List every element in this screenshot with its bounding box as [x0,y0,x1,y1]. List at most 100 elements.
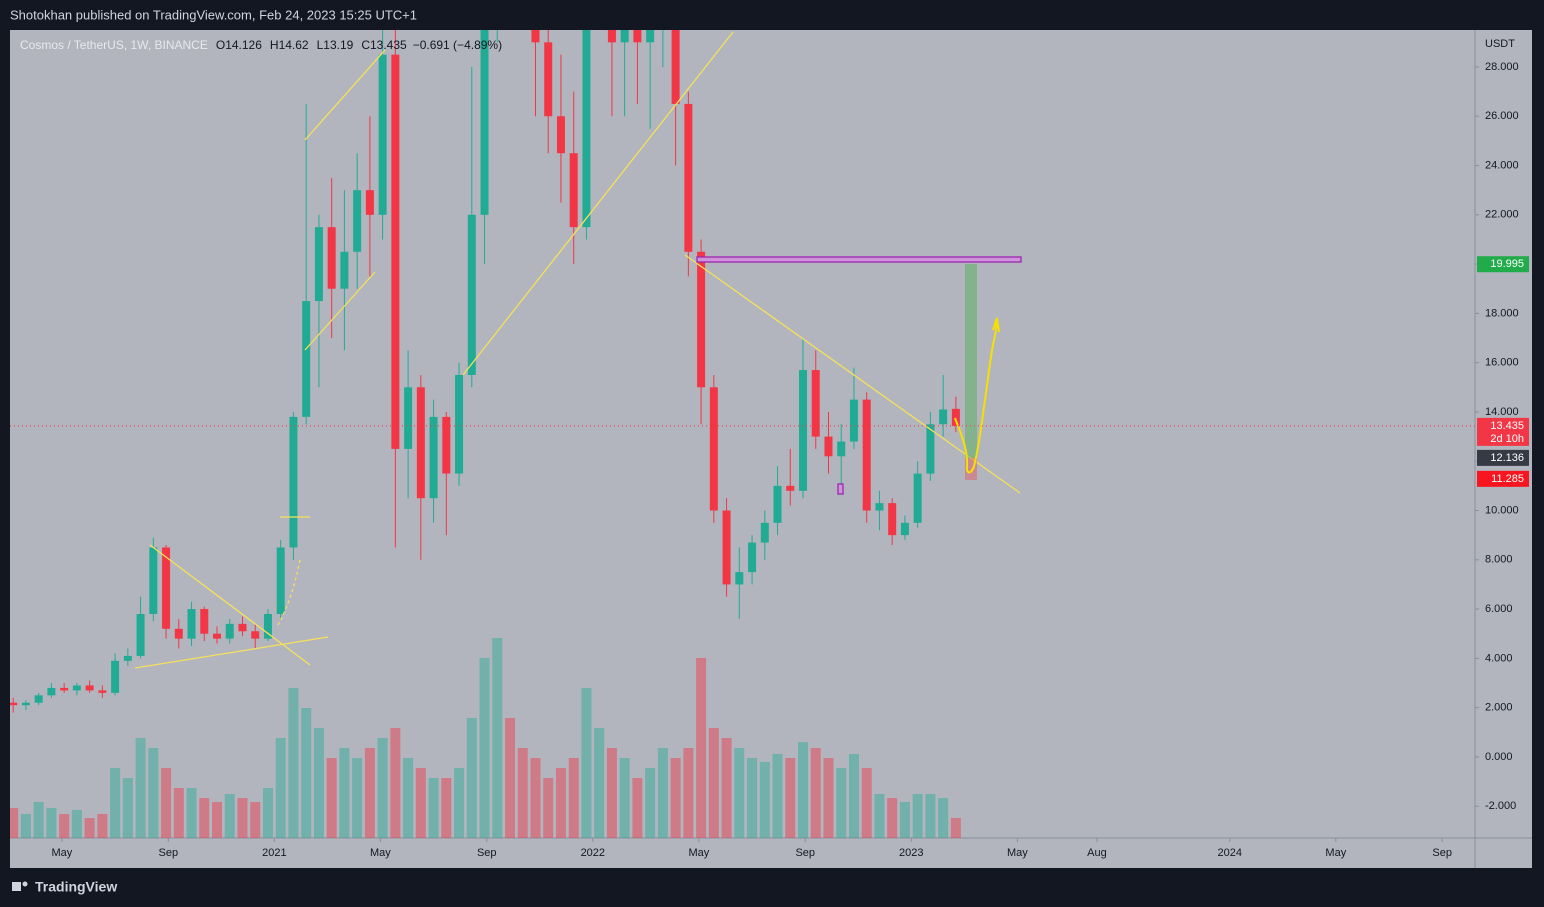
volume-bar [785,758,796,838]
volume-bar [708,728,719,838]
candle-body [263,614,272,639]
candle-body [811,370,820,437]
y-tick-label: 6.000 [1485,603,1513,615]
candle-body [149,547,158,615]
volume-bar [747,758,758,838]
candle-body [416,387,425,499]
candle-body [174,628,183,639]
y-tick-label: 4.000 [1485,652,1513,664]
target-box [965,264,977,458]
volume-bar [403,758,414,838]
candle-body [837,441,846,457]
x-tick-label: May [688,847,709,859]
candle-body [939,409,948,425]
volume-bar [530,758,541,838]
y-tick-label: 18.000 [1485,307,1519,319]
candle-body [98,690,107,693]
legend-value: 13.19 [323,38,353,52]
x-tick-label: 2024 [1218,847,1242,859]
trend-line [149,544,311,666]
candle-body [849,399,858,442]
volume-bar [594,728,605,838]
y-tick-label: 28.000 [1485,61,1519,73]
volume-bar [20,814,31,838]
y-tick-label: 0.000 [1485,751,1513,763]
candle-body [289,416,298,548]
price-label-bg [1477,470,1529,487]
candle-body [926,424,935,474]
volume-bar [632,778,643,838]
logo-dot [22,881,28,887]
candle-body [748,542,757,573]
candle-body [671,30,680,104]
volume-bar [415,768,426,838]
x-tick-label: 2021 [262,847,286,859]
volume-bar [224,794,235,838]
candle-body [556,116,565,154]
publish-header: Shotokhan published on TradingView.com, … [10,7,417,22]
volume-bar [454,768,465,838]
footer-logo: TradingView [12,879,117,895]
candle-body [875,503,884,511]
x-tick-label: May [1325,847,1346,859]
volume-bar [84,818,95,838]
volume-bar [377,738,388,838]
price-label: 19.995 [1490,258,1524,270]
candle-body [569,153,578,228]
volume-bar [212,802,223,838]
price-label: 12.136 [1490,452,1524,464]
candle-body [200,609,209,634]
volume-bar [798,742,809,838]
candle-body [735,572,744,585]
x-tick-label: 2022 [581,847,605,859]
volume-bar [97,814,108,838]
candle-body [722,510,731,585]
candle-body [85,685,94,691]
candle-body [111,660,120,693]
volume-bar [492,638,503,838]
trend-line [304,271,376,351]
volume-bar [848,754,859,838]
price-label-bg [1477,256,1529,273]
x-tick-label: May [370,847,391,859]
volume-bar [517,748,528,838]
volume-bar [441,778,452,838]
volume-bar [581,688,592,838]
candle-body [467,214,476,375]
x-tick-label: May [1007,847,1028,859]
candle-body [646,30,655,43]
volume-bar [390,728,401,838]
plot-area [10,30,1475,838]
volume-bar [173,788,184,838]
candle-body [34,695,43,703]
volume-bar [683,748,694,838]
y-tick-label: 8.000 [1485,554,1513,566]
volume-bar [262,788,273,838]
y-tick-label: 10.000 [1485,504,1519,516]
volume-bar [568,758,579,838]
y-tick-label: 14.000 [1485,406,1519,418]
x-tick-label: Sep [477,847,497,859]
legend-field: H [270,38,279,52]
candle-body [225,623,234,639]
y-tick-label: 24.000 [1485,159,1519,171]
candle-body [60,687,69,691]
chart-panel [10,30,1532,868]
candle-body [607,30,616,43]
volume-bar [135,738,146,838]
volume-bar [71,810,82,838]
candle-body [786,485,795,491]
candle-body [187,609,196,639]
volume-bar [33,802,44,838]
volume-bar [734,748,745,838]
candle-body [888,503,897,536]
candle-body [276,547,285,615]
candle-body [531,30,540,43]
volume-bar [479,658,490,838]
volume-bar [122,778,133,838]
volume-bar [950,818,961,838]
x-tick-label: Sep [795,847,815,859]
volume-bar [250,802,261,838]
candle-body [391,54,400,449]
